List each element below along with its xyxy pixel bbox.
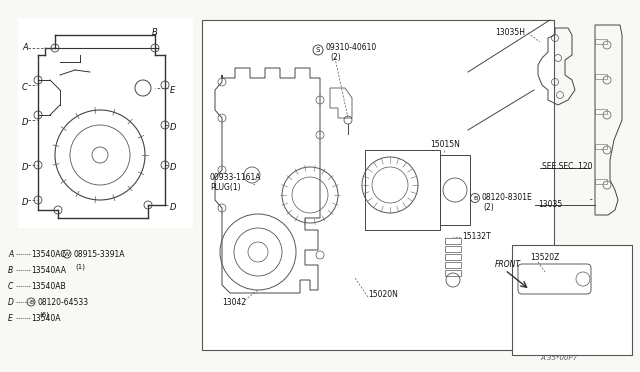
Bar (445, 238, 461, 244)
Bar (440, 155, 470, 225)
Bar (445, 254, 461, 260)
Text: S: S (316, 47, 320, 53)
Text: 13540AA: 13540AA (31, 266, 66, 275)
Text: SEE SEC. 120: SEE SEC. 120 (542, 162, 593, 171)
Text: B: B (8, 266, 15, 275)
Text: (2): (2) (483, 203, 493, 212)
Text: D: D (8, 298, 16, 307)
Text: C: C (22, 83, 28, 92)
Text: 13540AC: 13540AC (31, 250, 66, 259)
Bar (595, 39, 607, 44)
Text: 15015N: 15015N (430, 140, 460, 149)
Text: 13042: 13042 (222, 298, 246, 307)
FancyBboxPatch shape (518, 264, 591, 294)
Text: (2): (2) (330, 53, 340, 62)
Text: D: D (170, 203, 177, 212)
Bar (512, 245, 632, 355)
Text: E: E (170, 86, 175, 95)
Text: FRONT: FRONT (495, 260, 521, 269)
Text: D: D (170, 123, 177, 132)
Text: D: D (22, 198, 29, 207)
Text: -: - (590, 195, 593, 204)
Text: D: D (22, 163, 29, 172)
Text: C: C (8, 282, 16, 291)
Text: (6): (6) (39, 312, 49, 318)
Text: B: B (29, 299, 33, 305)
Text: 13540AB: 13540AB (31, 282, 66, 291)
Text: 13520Z: 13520Z (530, 253, 559, 262)
Text: W: W (64, 251, 70, 257)
Text: 15020N: 15020N (368, 290, 398, 299)
Bar (445, 262, 461, 268)
Text: B: B (473, 196, 477, 201)
Text: 00933-1161A: 00933-1161A (210, 173, 262, 182)
Text: 15132T: 15132T (462, 232, 491, 241)
Text: PLUG(1): PLUG(1) (210, 183, 241, 192)
Bar (595, 144, 607, 149)
Bar (202, 20, 554, 350)
Text: 08120-64533: 08120-64533 (37, 298, 88, 307)
Text: 13540A: 13540A (31, 314, 61, 323)
Text: A: A (8, 250, 15, 259)
Bar (595, 179, 607, 184)
Bar (18, 18, 193, 228)
Text: 08120-8301E: 08120-8301E (481, 193, 532, 202)
Bar (595, 74, 607, 79)
Text: A: A (22, 43, 28, 52)
Bar (445, 270, 461, 276)
Text: 13035: 13035 (538, 200, 563, 209)
Text: D: D (22, 118, 29, 127)
Text: B: B (152, 28, 158, 37)
Bar (445, 246, 461, 252)
Text: A 35*00P7: A 35*00P7 (540, 355, 577, 361)
Text: (1): (1) (75, 264, 85, 270)
Text: D: D (170, 163, 177, 172)
Text: 09310-40610: 09310-40610 (325, 43, 376, 52)
Bar (595, 109, 607, 114)
Text: 08915-3391A: 08915-3391A (73, 250, 125, 259)
Text: E: E (8, 314, 15, 323)
Bar (365, 150, 440, 230)
Text: 13035H: 13035H (495, 28, 525, 37)
